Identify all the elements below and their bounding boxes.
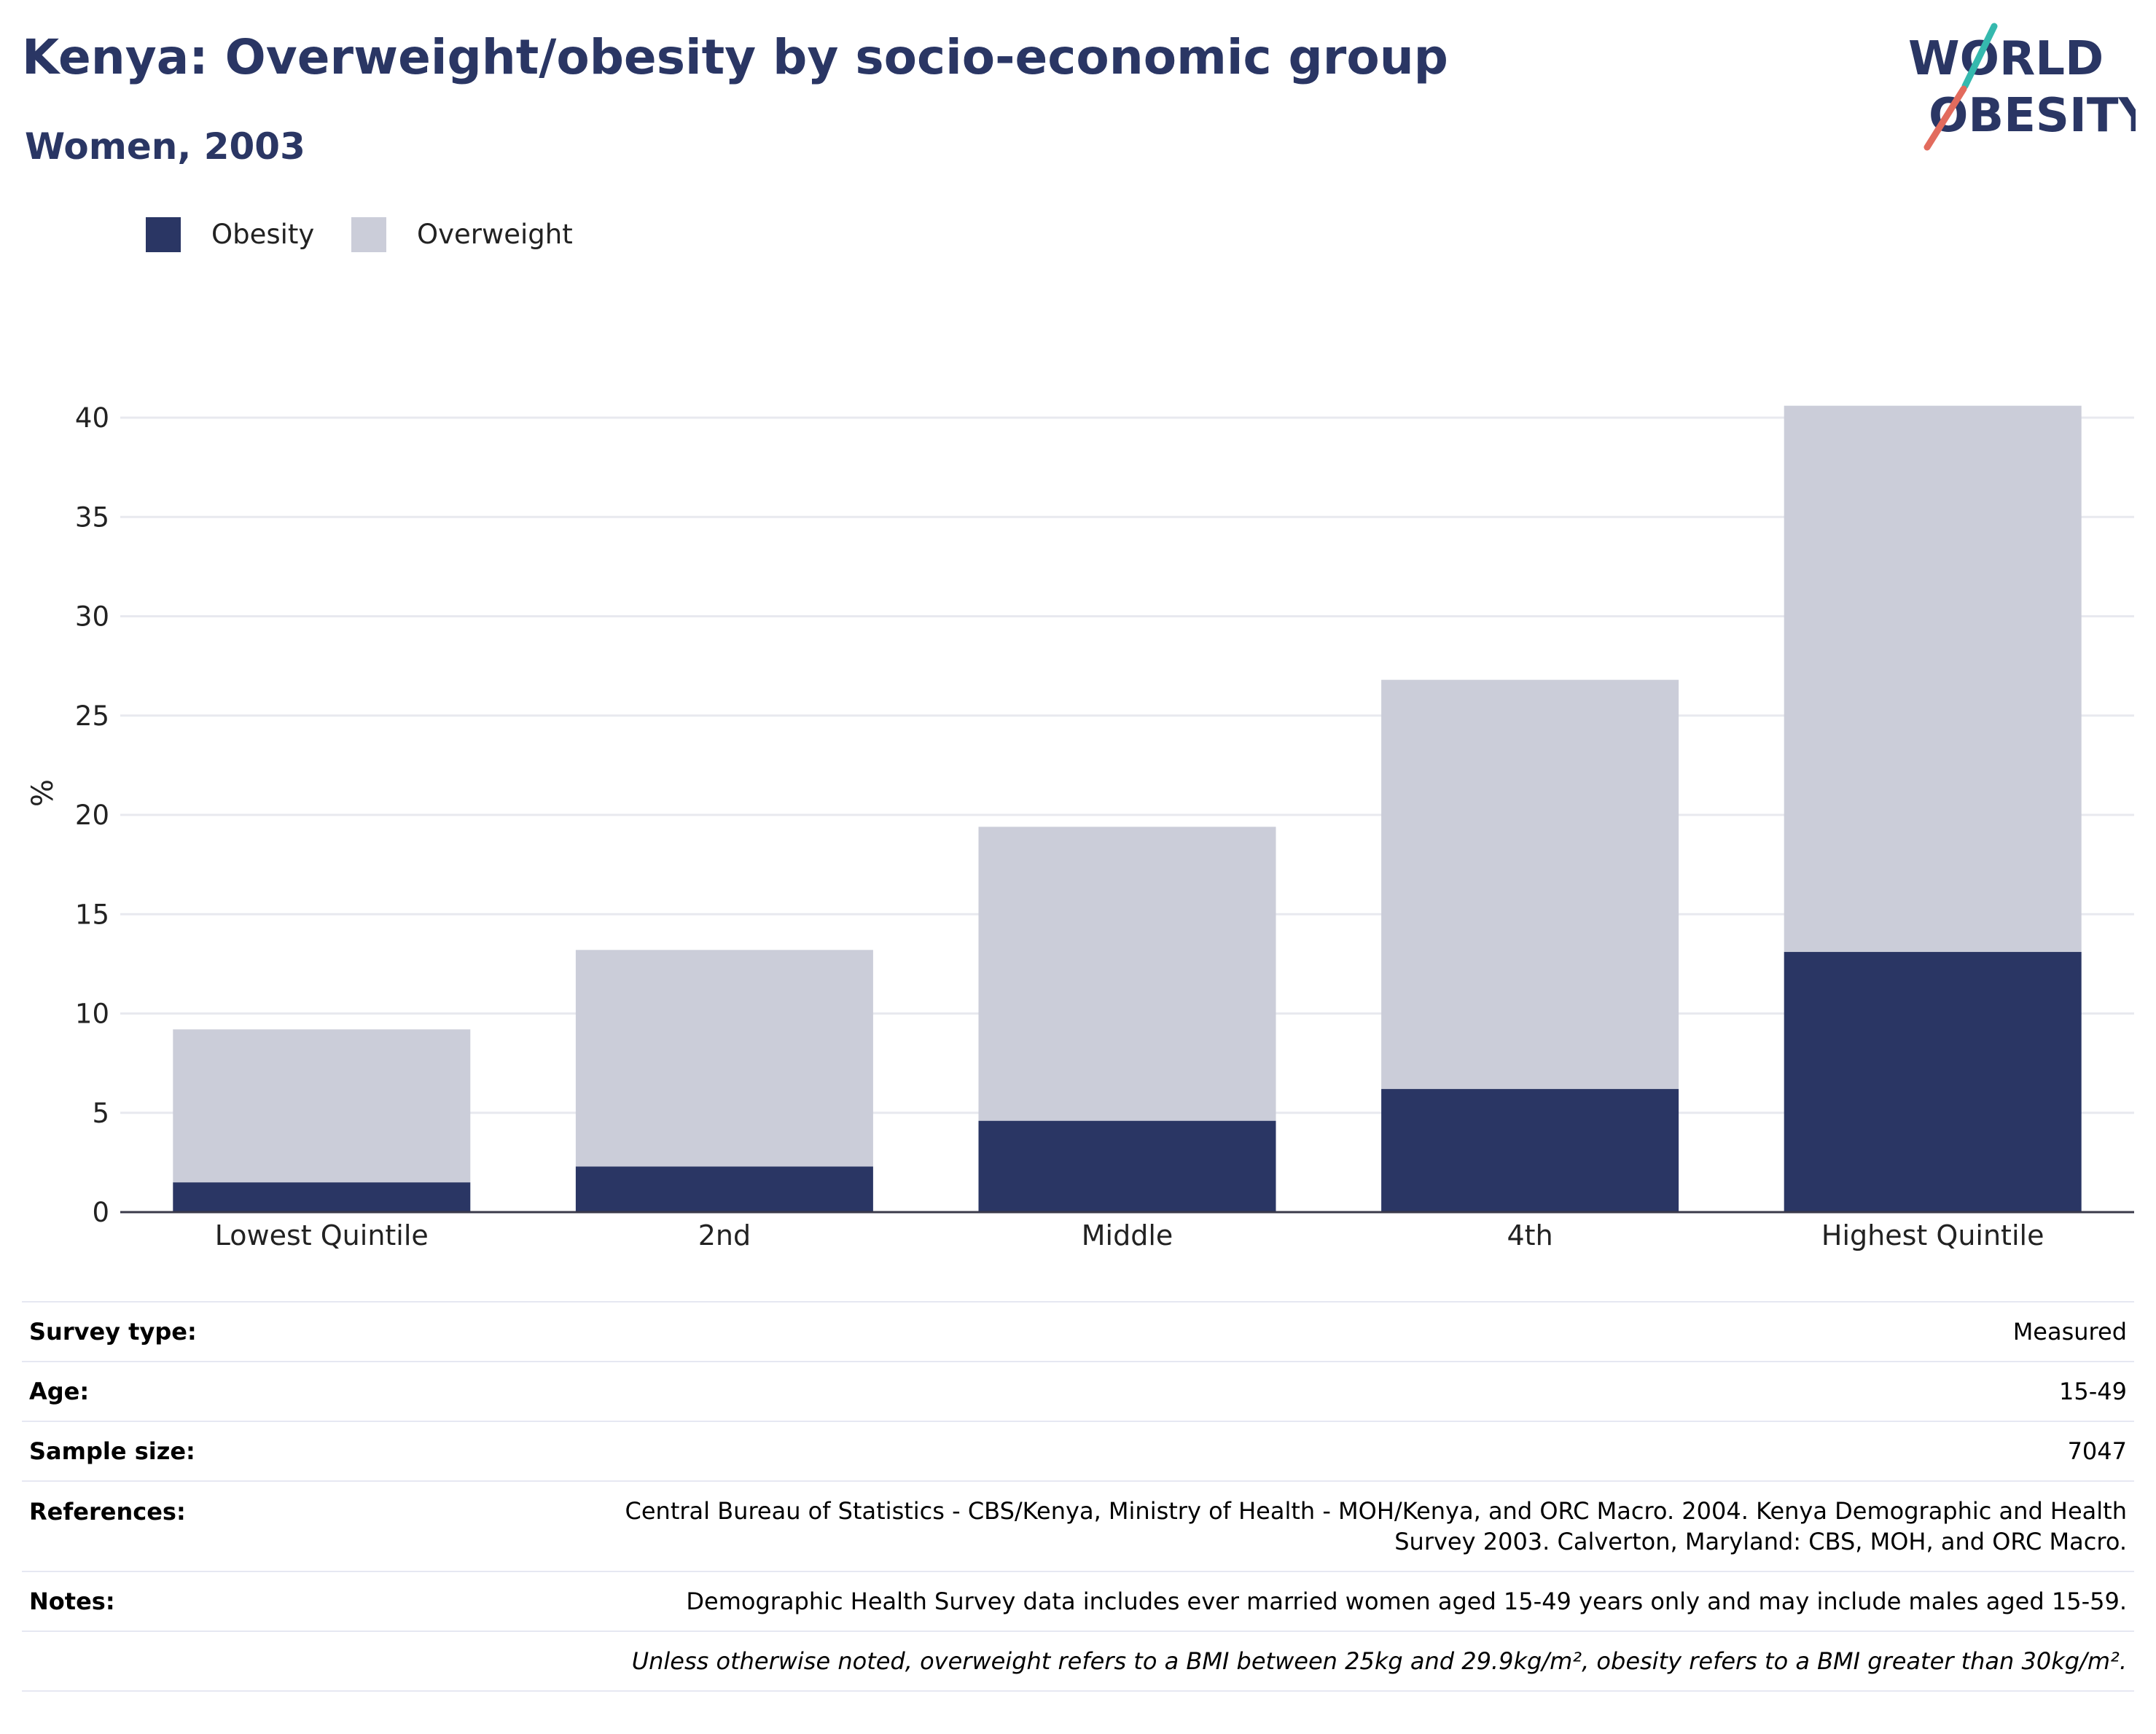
survey-info-table: Survey type: Measured Age: 15-49 Sample … bbox=[22, 1301, 2134, 1692]
info-label-bmi-note bbox=[22, 1631, 445, 1691]
y-tick-label-35: 35 bbox=[75, 501, 109, 533]
bar-overweight-4 bbox=[1381, 679, 1679, 1090]
world-obesity-logo: WORLD OBESITY bbox=[1908, 23, 2136, 151]
bar-overweight-3 bbox=[978, 827, 1276, 1121]
legend-swatch-obesity bbox=[146, 217, 181, 252]
info-row-notes: Notes: Demographic Health Survey data in… bbox=[22, 1571, 2134, 1631]
info-row-sample-size: Sample size: 7047 bbox=[22, 1421, 2134, 1481]
y-tick-label-0: 0 bbox=[92, 1197, 109, 1228]
legend-label-overweight: Overweight bbox=[417, 219, 573, 250]
info-label-age: Age: bbox=[29, 1378, 90, 1405]
info-label-references: References: bbox=[29, 1498, 186, 1526]
y-tick-label-40: 40 bbox=[75, 402, 109, 434]
info-label-survey-type: Survey type: bbox=[29, 1318, 197, 1346]
y-tick-label-5: 5 bbox=[92, 1098, 109, 1129]
info-value-survey-type: Measured bbox=[2012, 1318, 2127, 1346]
bar-obesity-2 bbox=[575, 1166, 873, 1212]
info-row-references: References: Central Bureau of Statistics… bbox=[22, 1481, 2134, 1571]
x-tick-label-2: 2nd bbox=[698, 1219, 751, 1251]
y-tick-label-30: 30 bbox=[75, 601, 109, 633]
legend-swatch-overweight bbox=[351, 217, 386, 252]
bar-obesity-4 bbox=[1381, 1089, 1679, 1212]
x-tick-label-4: 4th bbox=[1507, 1219, 1553, 1251]
bar-overweight-2 bbox=[575, 950, 873, 1167]
info-value-bmi-note: Unless otherwise noted, overweight refer… bbox=[631, 1647, 2127, 1675]
logo-slash-teal bbox=[1961, 23, 1998, 90]
bar-overweight-1 bbox=[173, 1029, 471, 1183]
x-tick-label-3: Middle bbox=[1082, 1219, 1173, 1251]
y-tick-label-20: 20 bbox=[75, 800, 109, 831]
info-label-notes: Notes: bbox=[29, 1587, 115, 1615]
references-line-1: Central Bureau of Statistics - CBS/Kenya… bbox=[625, 1497, 2127, 1525]
y-axis-title: % bbox=[26, 779, 60, 807]
references-line-2: Survey 2003. Calverton, Maryland: CBS, M… bbox=[1394, 1528, 2127, 1555]
chart-subtitle: Women, 2003 bbox=[25, 125, 305, 168]
logo-slash-coral bbox=[1923, 85, 1967, 151]
bar-obesity-3 bbox=[978, 1120, 1276, 1212]
y-tick-label-15: 15 bbox=[75, 899, 109, 930]
legend-label-obesity: Obesity bbox=[211, 219, 315, 250]
info-value-age: 15-49 bbox=[2059, 1378, 2127, 1405]
stacked-bar-chart: 0 5 10 15 20 25 30 35 40% Lowest Quintile 2nd Middl… bbox=[26, 402, 2134, 1251]
logo-text-obesity: OBESITY bbox=[1929, 89, 2136, 143]
info-row-survey-type: Survey type: Measured bbox=[22, 1302, 2134, 1362]
info-value-references: Central Bureau of Statistics - CBS/Kenya… bbox=[445, 1481, 2134, 1571]
info-row-bmi-note: Unless otherwise noted, overweight refer… bbox=[22, 1631, 2134, 1691]
info-value-sample-size: 7047 bbox=[2067, 1437, 2127, 1465]
y-tick-label-25: 25 bbox=[75, 700, 109, 732]
bar-overweight-5 bbox=[1784, 405, 2082, 953]
logo-text-world: WORLD bbox=[1908, 32, 2104, 86]
chart-title: Kenya: Overweight/obesity by socio-econo… bbox=[22, 29, 1448, 85]
info-value-notes: Demographic Health Survey data includes … bbox=[686, 1587, 2127, 1615]
info-label-sample-size: Sample size: bbox=[29, 1437, 195, 1465]
info-row-age: Age: 15-49 bbox=[22, 1362, 2134, 1421]
bar-obesity-5 bbox=[1784, 952, 2082, 1212]
bar-obesity-1 bbox=[173, 1182, 471, 1212]
x-tick-label-5: Highest Quintile bbox=[1821, 1219, 2044, 1251]
y-tick-label-10: 10 bbox=[75, 999, 109, 1030]
x-tick-label-1: Lowest Quintile bbox=[215, 1219, 429, 1251]
